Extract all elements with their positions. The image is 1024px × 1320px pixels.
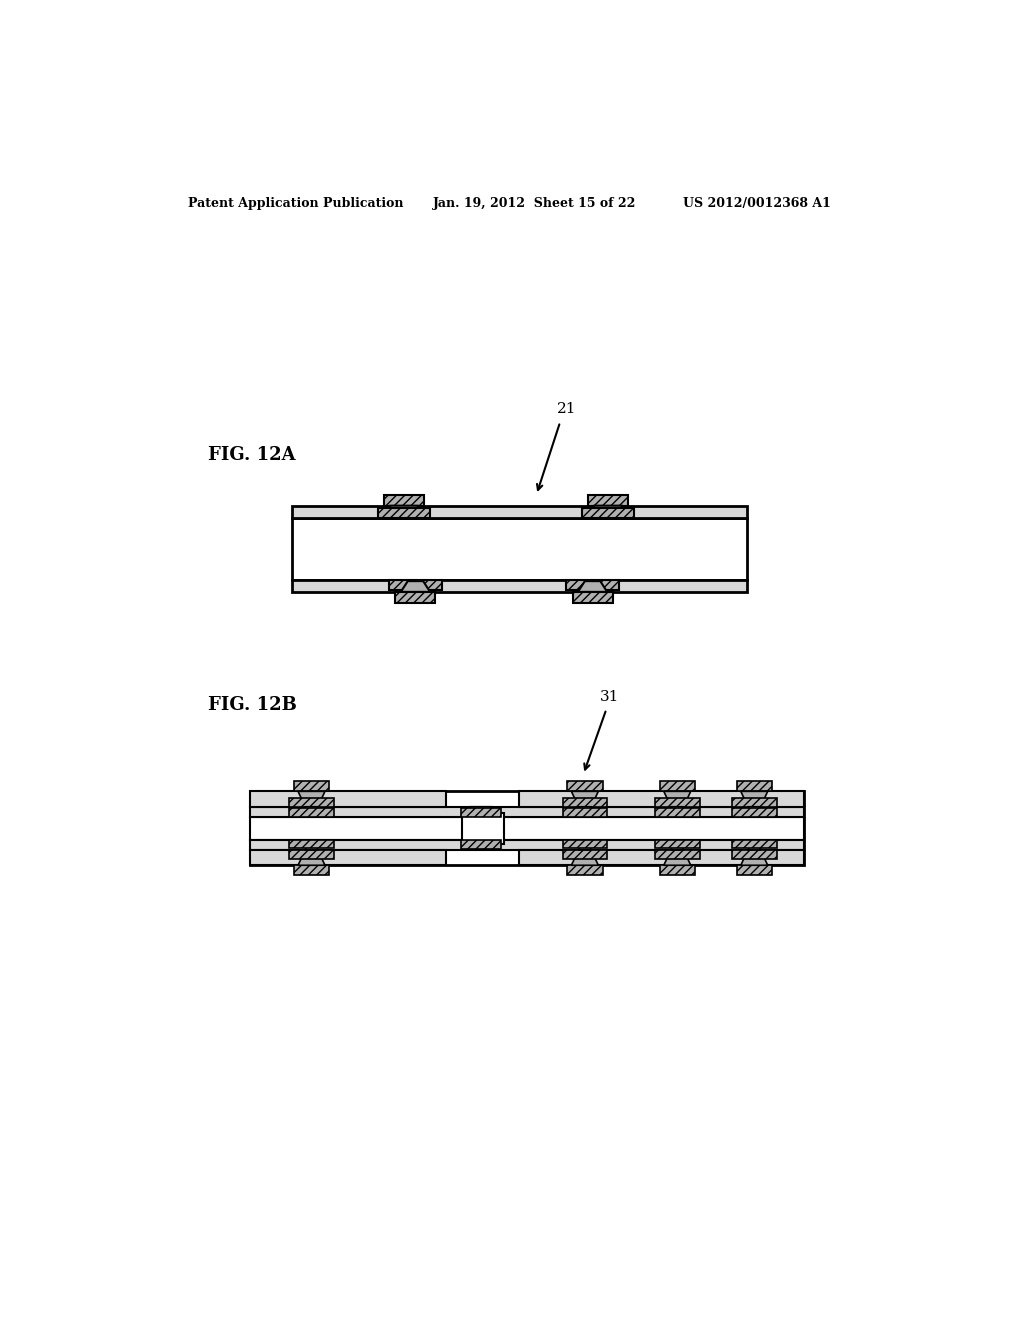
Bar	[562, 797, 607, 807]
Bar	[292, 517, 746, 579]
Bar	[519, 792, 804, 807]
Bar	[289, 850, 334, 859]
Polygon shape	[749, 807, 761, 816]
Polygon shape	[389, 506, 419, 516]
Bar	[736, 781, 772, 792]
Polygon shape	[469, 807, 493, 816]
Bar	[250, 792, 446, 807]
Polygon shape	[571, 851, 598, 866]
Bar	[562, 840, 607, 849]
Text: 31: 31	[600, 690, 620, 705]
Polygon shape	[671, 841, 683, 850]
Bar	[732, 808, 776, 817]
Polygon shape	[400, 581, 430, 591]
Bar	[292, 506, 746, 517]
Bar	[659, 866, 695, 875]
Polygon shape	[579, 807, 591, 816]
Bar	[736, 866, 772, 875]
Bar	[250, 850, 446, 866]
Polygon shape	[578, 581, 607, 591]
Bar	[567, 866, 602, 875]
Bar	[655, 850, 699, 859]
Polygon shape	[305, 807, 317, 816]
Bar	[572, 591, 612, 603]
Bar	[289, 840, 334, 849]
Bar	[461, 808, 501, 817]
Bar	[250, 792, 804, 866]
Bar	[655, 840, 699, 849]
Bar	[395, 591, 435, 603]
Bar	[655, 808, 699, 817]
Bar	[588, 495, 628, 506]
Polygon shape	[298, 792, 325, 805]
Polygon shape	[571, 792, 598, 805]
Bar	[582, 508, 634, 517]
Polygon shape	[664, 851, 691, 866]
Bar	[294, 781, 330, 792]
Bar	[462, 813, 504, 843]
Polygon shape	[469, 841, 493, 850]
Bar	[250, 817, 804, 840]
Polygon shape	[593, 506, 623, 516]
Bar	[732, 797, 776, 807]
Polygon shape	[664, 792, 691, 805]
Bar	[389, 579, 441, 590]
Bar	[655, 797, 699, 807]
Bar	[292, 579, 746, 591]
Polygon shape	[671, 807, 683, 816]
Bar	[250, 840, 804, 850]
Bar	[562, 808, 607, 817]
Polygon shape	[740, 851, 768, 866]
Bar	[519, 850, 804, 866]
Bar	[294, 866, 330, 875]
Polygon shape	[305, 841, 317, 850]
Bar	[461, 840, 501, 849]
Bar	[659, 781, 695, 792]
Text: Jan. 19, 2012  Sheet 15 of 22: Jan. 19, 2012 Sheet 15 of 22	[433, 197, 637, 210]
Bar	[384, 495, 424, 506]
Text: Patent Application Publication: Patent Application Publication	[188, 197, 403, 210]
Bar	[567, 781, 602, 792]
Text: US 2012/0012368 A1: US 2012/0012368 A1	[683, 197, 831, 210]
Bar	[289, 797, 334, 807]
Polygon shape	[298, 851, 325, 866]
Bar	[289, 808, 334, 817]
Polygon shape	[749, 841, 761, 850]
Bar	[732, 840, 776, 849]
Polygon shape	[740, 792, 768, 805]
Text: FIG. 12A: FIG. 12A	[208, 446, 295, 463]
Text: 21: 21	[557, 401, 577, 416]
Polygon shape	[579, 841, 591, 850]
Bar	[566, 579, 618, 590]
Bar	[378, 508, 430, 517]
Bar	[562, 850, 607, 859]
Bar	[732, 850, 776, 859]
Text: FIG. 12B: FIG. 12B	[208, 696, 296, 714]
Bar	[250, 807, 804, 817]
